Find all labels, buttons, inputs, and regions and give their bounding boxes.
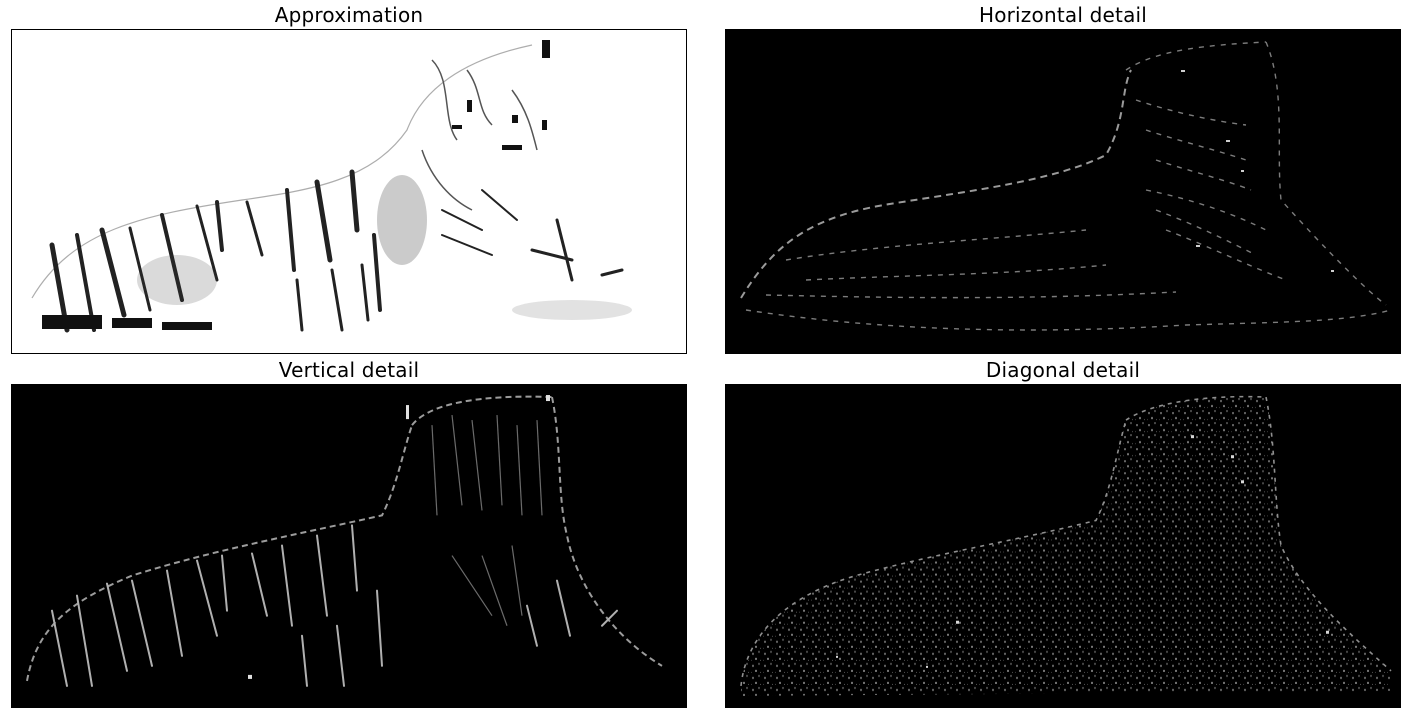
diagonal-detail-tiger-figure — [726, 385, 1400, 707]
horizontal-detail-title: Horizontal detail — [978, 3, 1148, 27]
vertical-detail-title: Vertical detail — [278, 358, 420, 382]
approximation-image — [11, 29, 687, 354]
vertical-detail-image — [11, 384, 687, 708]
approximation-tiger-figure — [12, 30, 686, 353]
horizontal-detail-tiger-figure — [726, 30, 1400, 353]
diagonal-detail-title: Diagonal detail — [985, 358, 1141, 382]
horizontal-detail-image — [725, 29, 1401, 354]
diagonal-detail-image — [725, 384, 1401, 708]
vertical-detail-tiger-figure — [12, 385, 686, 707]
approximation-title: Approximation — [274, 3, 424, 27]
